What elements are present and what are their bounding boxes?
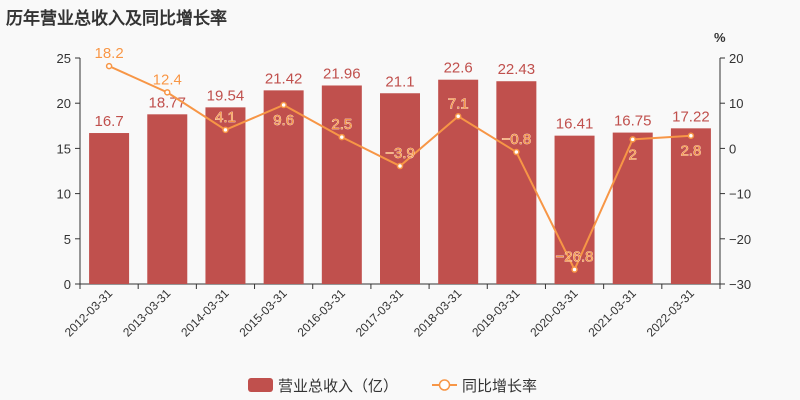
growth-label: 2.8 <box>680 143 701 160</box>
growth-point <box>280 101 287 109</box>
growth-point <box>571 266 578 273</box>
legend-line-marker <box>438 379 451 391</box>
bar-label: 22.43 <box>498 61 536 78</box>
bar-label: 16.7 <box>94 113 123 130</box>
x-tick-label: 2013-03-31 <box>120 286 174 340</box>
right-tick-label: 0 <box>729 141 736 156</box>
legend-bar-swatch <box>248 378 273 392</box>
right-axis-label: % <box>714 30 726 45</box>
bar-label: 21.1 <box>385 73 414 90</box>
left-tick-label: 5 <box>64 232 71 247</box>
growth-point <box>454 113 462 120</box>
growth-point <box>222 126 229 134</box>
growth-label: −26.8 <box>556 249 594 266</box>
x-tick-label: 2015-03-31 <box>236 286 290 340</box>
bar <box>496 81 537 284</box>
chart-title: 历年营业总收入及同比增长率 <box>6 9 227 28</box>
bar-label: 16.75 <box>614 113 652 130</box>
x-tick-label: 2012-03-31 <box>62 286 116 340</box>
legend-line-label: 同比增长率 <box>462 378 537 395</box>
left-tick-label: 25 <box>57 51 71 66</box>
right-tick-label: −10 <box>729 187 751 202</box>
bar <box>263 90 304 285</box>
bar <box>205 107 246 284</box>
left-tick-label: 15 <box>57 141 71 156</box>
x-tick-label: 2018-03-31 <box>411 286 465 340</box>
growth-point <box>687 132 695 139</box>
right-tick-label: 20 <box>729 51 743 66</box>
growth-point <box>396 162 404 170</box>
growth-label: 18.2 <box>94 45 123 62</box>
right-tick-label: 10 <box>729 96 743 111</box>
growth-label: −3.9 <box>385 145 415 162</box>
bar <box>321 85 362 284</box>
left-tick-label: 20 <box>57 96 71 111</box>
x-tick-label: 2022-03-31 <box>644 286 698 340</box>
x-tick-label: 2021-03-31 <box>586 286 640 340</box>
x-tick-label: 2019-03-31 <box>469 286 523 340</box>
legend-bar-label: 营业总收入（亿） <box>278 378 398 395</box>
right-tick-label: −20 <box>729 232 751 247</box>
growth-label: 2 <box>629 146 637 163</box>
bar <box>380 93 420 284</box>
x-tick-label: 2017-03-31 <box>353 286 407 340</box>
growth-label: 2.5 <box>331 116 352 133</box>
growth-label: 7.1 <box>448 95 469 112</box>
growth-label: 12.4 <box>153 71 182 88</box>
bar-label: 22.6 <box>444 60 473 77</box>
bar-label: 21.42 <box>265 70 303 87</box>
growth-label: −0.8 <box>502 131 532 148</box>
bar-label: 18.77 <box>148 94 186 111</box>
bar <box>89 133 130 284</box>
left-tick-label: 0 <box>64 277 71 292</box>
growth-point <box>105 62 113 70</box>
bar <box>147 114 188 284</box>
x-tick-label: 2014-03-31 <box>178 286 232 340</box>
bar <box>554 135 595 284</box>
growth-label: 9.6 <box>273 112 294 129</box>
growth-point <box>629 136 636 143</box>
bar-label: 19.54 <box>207 87 245 104</box>
left-tick-label: 10 <box>57 187 71 202</box>
growth-label: 4.1 <box>215 109 236 126</box>
growth-point <box>164 89 171 96</box>
bar-label: 17.22 <box>672 108 710 125</box>
bar-label: 21.96 <box>323 65 361 82</box>
x-tick-label: 2016-03-31 <box>295 286 349 340</box>
x-tick-label: 2020-03-31 <box>527 286 581 340</box>
right-tick-label: −30 <box>729 277 751 292</box>
bar-label: 16.41 <box>556 116 594 133</box>
bar <box>612 132 653 284</box>
growth-point <box>513 148 520 156</box>
growth-point <box>338 133 346 141</box>
bar <box>670 128 711 284</box>
